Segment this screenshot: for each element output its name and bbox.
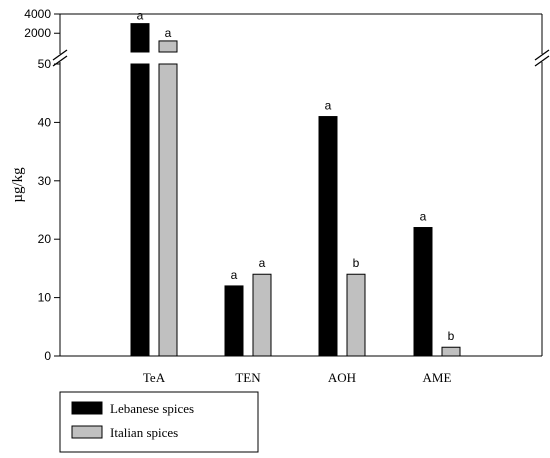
y-tick-label: 20 (38, 232, 52, 246)
legend-swatch (71, 401, 103, 415)
y-tick-label: 0 (44, 349, 51, 363)
plot-frame (52, 13, 550, 357)
legend: Lebanese spices Italian spices (59, 391, 259, 453)
y-tick-label-upper: 4000 (24, 7, 51, 21)
y-tick-label: 10 (38, 291, 52, 305)
bar-TeA-lebanese-lower (130, 63, 150, 357)
significance-letter: a (259, 256, 266, 270)
bar-AME-lebanese (413, 227, 433, 357)
bar-TeA-lebanese-upper (130, 23, 150, 53)
significance-letter: a (325, 99, 332, 113)
significance-letter: b (448, 329, 455, 343)
category-labels: TeA TEN AOH AME (143, 370, 452, 385)
bar-TeA-italian-upper (158, 40, 178, 53)
x-category-label: TeA (143, 370, 166, 385)
x-category-label: AME (423, 370, 452, 385)
bar-AOH-italian (346, 273, 366, 357)
legend-label: Lebanese spices (110, 401, 194, 416)
axis-break-left-2 (52, 55, 68, 67)
bar-AOH-lebanese (318, 116, 338, 357)
upper-axis-ticks: 2000 4000 (24, 7, 60, 40)
y-tick-label: 50 (38, 57, 52, 71)
legend-swatch (71, 425, 103, 439)
axis-break-right-2 (534, 55, 550, 67)
y-tick-label: 30 (38, 174, 52, 188)
bar-TEN-lebanese (224, 285, 244, 357)
bars-layer: a a a a a b a b (130, 9, 461, 357)
y-tick-label: 40 (38, 115, 52, 129)
bar-TEN-italian (252, 273, 272, 357)
x-category-label: TEN (235, 370, 261, 385)
significance-letter: a (231, 268, 238, 282)
x-category-label: AOH (328, 370, 356, 385)
bar-AME-italian (441, 346, 461, 357)
y-tick-label-upper: 2000 (24, 26, 51, 40)
significance-letter: a (420, 210, 427, 224)
bar-TeA-italian-lower (158, 63, 178, 357)
axis-break-left-1 (52, 49, 68, 61)
significance-letter: a (165, 26, 172, 40)
significance-letter: a (137, 9, 144, 23)
axis-break-right-1 (534, 49, 550, 61)
y-axis-label: µg/kg (10, 167, 26, 203)
lower-axis-ticks: 0 10 20 30 40 50 (38, 57, 60, 363)
significance-letter: b (353, 256, 360, 270)
legend-label: Italian spices (110, 425, 178, 440)
